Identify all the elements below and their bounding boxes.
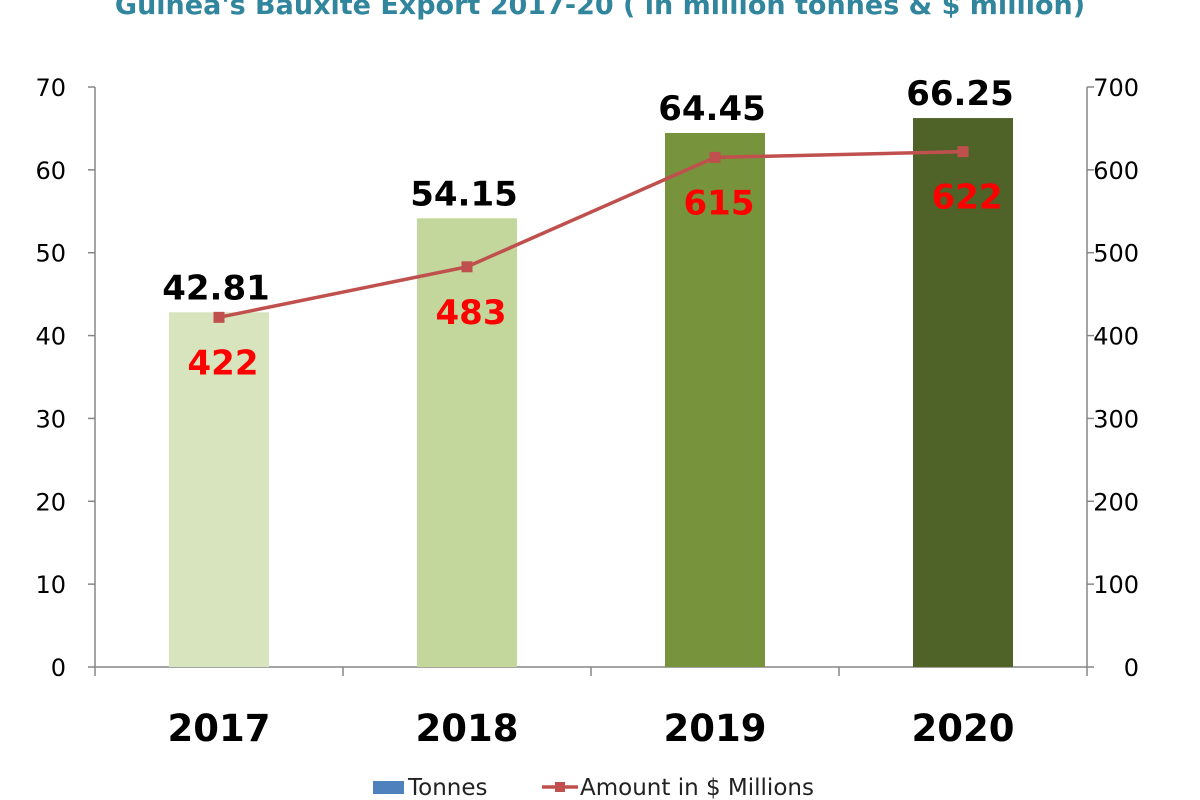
x-tick-label: 2017	[168, 707, 271, 750]
bar-2018	[417, 218, 517, 668]
legend-label-tonnes: Tonnes	[407, 775, 488, 800]
amount-marker-2018	[461, 261, 473, 273]
bar-value-label: 54.15	[410, 174, 518, 214]
bar-value-label: 66.25	[906, 74, 1014, 114]
bar-2017	[169, 312, 269, 667]
left-tick-label: 40	[35, 323, 66, 351]
amount-line	[218, 149, 964, 320]
right-tick-label: 0	[1124, 654, 1139, 682]
left-tick-label: 50	[35, 240, 66, 268]
chart-title: Guinea's Bauxite Export 2017-20 ( in mil…	[115, 0, 1085, 21]
right-tick-label: 500	[1093, 240, 1139, 268]
line-series-amount	[213, 146, 969, 323]
right-tick-label: 200	[1093, 488, 1139, 516]
bar-2020	[913, 118, 1013, 668]
line-value-label: 483	[436, 293, 507, 333]
bar-value-label: 42.81	[162, 268, 270, 308]
bar-value-label: 64.45	[658, 89, 766, 129]
right-tick-label: 400	[1093, 323, 1139, 351]
line-value-label: 622	[932, 178, 1003, 218]
legend-swatch-tonnes	[373, 781, 404, 794]
right-tick-label: 300	[1093, 405, 1139, 433]
x-tick-label: 2018	[416, 707, 519, 750]
line-value-label: 615	[684, 183, 755, 223]
amount-marker-2019	[709, 151, 721, 163]
left-tick-label: 30	[35, 405, 66, 433]
amount-marker-2020	[957, 146, 969, 158]
legend-label-amount: Amount in $ Millions	[580, 775, 814, 800]
left-tick-label: 70	[35, 74, 66, 102]
left-tick-label: 20	[35, 488, 66, 516]
amount-marker-2017	[213, 311, 225, 323]
right-tick-label: 600	[1093, 157, 1139, 185]
x-tick-label: 2020	[912, 707, 1015, 750]
x-tick-label: 2019	[664, 707, 767, 750]
right-tick-label: 700	[1093, 74, 1139, 102]
right-tick-label: 100	[1093, 571, 1139, 599]
bar-series-tonnes	[169, 118, 1013, 668]
data-labels: 42.81 54.15 64.45 66.25 422 483 615 622	[162, 74, 1014, 383]
legend-marker-amount	[555, 782, 565, 792]
bar-2019	[665, 132, 765, 667]
line-value-label: 422	[188, 343, 259, 383]
axes: 0102030405060700100200300400500600700201…	[35, 74, 1139, 750]
left-tick-label: 60	[35, 157, 66, 185]
left-tick-label: 10	[35, 571, 66, 599]
left-tick-label: 0	[51, 654, 66, 682]
legend: Tonnes Amount in $ Millions	[373, 775, 814, 800]
